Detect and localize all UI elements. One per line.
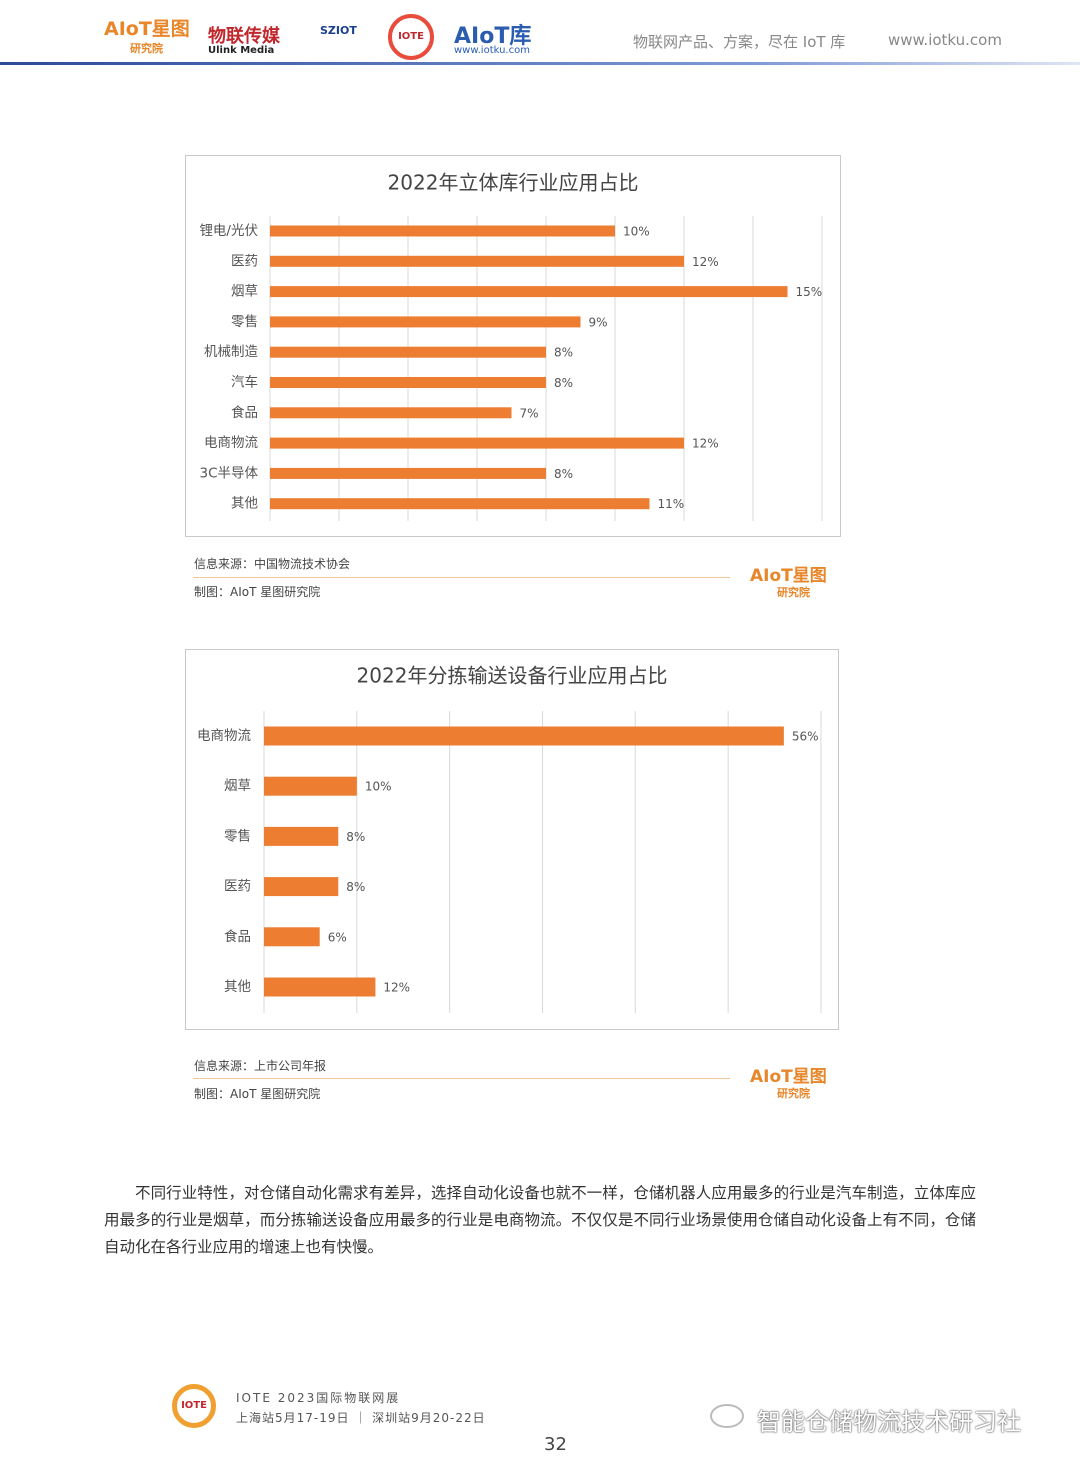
logo: SZIOT [320,24,357,37]
value-label: 11% [658,497,685,511]
category-label: 烟草 [231,284,258,300]
logo: AIoT星图 [750,1067,827,1087]
slogan: 物联网产品、方案，尽在 IoT 库 [633,33,846,51]
logo: AIoT星图 [104,18,190,40]
value-label: 15% [796,285,823,299]
dates: 上海站5月17-19日 ｜ 深圳站9月20-22日 [236,1411,486,1425]
maker: 制图：AIoT 星图研究院 [194,585,321,599]
logo: AIoT星图 [750,566,827,586]
bar [270,377,546,388]
footer-logo: IOTE [172,1384,216,1428]
logo: www.iotku.com [454,45,530,56]
logo: 研究院 [777,1087,810,1100]
value-label: 8% [346,880,365,894]
bar [270,437,684,449]
maker: 制图：AIoT 星图研究院 [194,1087,321,1101]
bar [270,225,615,237]
category-label: 食品 [231,404,258,421]
chart-frame: 2022年立体库行业应用占比锂电/光伏 10% 医药 12% 烟草 15% 零售 9% 机械制造… [185,155,841,537]
bar [270,407,512,419]
event: IOTE 2023国际物联网展 [236,1391,401,1405]
bar [264,877,339,897]
logo: IOTE [388,14,434,60]
bar [264,726,784,746]
source: 信息来源：上市公司年报 [194,1059,327,1073]
category-label: 零售 [224,828,251,844]
bar [264,776,357,796]
category-label: 3C半导体 [199,465,258,481]
rule [193,1078,730,1079]
chart-title: 2022年分拣输送设备行业应用占比 [357,664,668,688]
value-label: 10% [365,780,392,794]
value-label: 6% [328,930,347,944]
value-label: 8% [346,830,365,844]
category-label: 机械制造 [204,344,258,360]
url: www.iotku.com [888,31,1002,49]
chart-frame: 2022年分拣输送设备行业应用占比电商物流 56% 烟草 10% 零售 8% 医药 8% 食品 6… [185,649,839,1030]
bar [264,977,376,997]
bar [270,286,788,298]
value-label: 9% [589,315,608,329]
value-label: 10% [623,225,650,239]
bar [270,498,650,510]
category-label: 其他 [231,496,258,512]
category-label: 食品 [224,928,251,945]
paragraph: 不同行业特性，对仓储自动化需求有差异，选择自动化设备也就不一样，仓储机器人应用最… [104,1184,976,1256]
category-label: 医药 [231,253,258,269]
source: 信息来源：中国物流技术协会 [194,557,351,571]
category-label: 其他 [224,979,251,995]
bar [270,255,684,267]
category-label: 烟草 [224,778,251,794]
value-label: 12% [692,437,719,451]
logo: 研究院 [777,586,810,599]
category-label: 电商物流 [204,435,258,451]
value-label: 12% [692,255,719,269]
category-label: 零售 [231,314,258,330]
bar [270,346,546,358]
category-label: 汽车 [231,374,258,391]
category-label: 锂电/光伏 [199,223,258,239]
wechat-icon [710,1404,744,1428]
logo: 物联传媒 [208,26,280,47]
value-label: 8% [554,376,573,390]
logo: AIoT库 [454,24,532,49]
bar [270,316,581,328]
bar [264,826,339,846]
chart-title: 2022年立体库行业应用占比 [388,171,639,195]
category-label: 医药 [224,879,251,895]
value-label: 8% [554,467,573,481]
page-number: 32 [544,1434,567,1455]
logo: Ulink Media [208,45,275,56]
logo: 研究院 [130,42,163,55]
bar [270,467,546,479]
value-label: 7% [520,406,539,420]
watermark: 智能仓储物流技术研习社 [757,1408,1021,1436]
value-label: 56% [792,730,819,744]
rule [193,577,730,578]
header-rule [0,62,1080,65]
category-label: 电商物流 [197,728,251,744]
value-label: 12% [383,981,410,995]
value-label: 8% [554,346,573,360]
bar [264,927,320,947]
